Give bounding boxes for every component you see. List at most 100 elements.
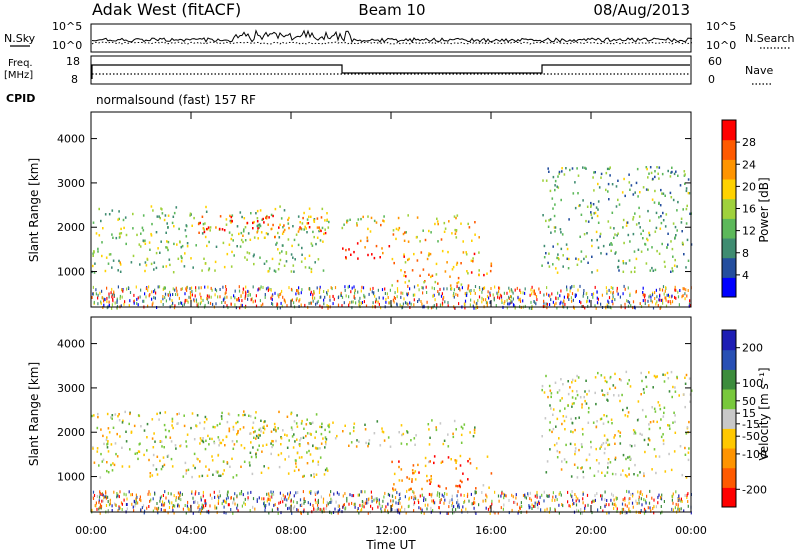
heatmap-cell [628,379,630,382]
heatmap-cell [119,435,121,438]
heatmap-cell [345,256,347,259]
heatmap-cell [586,205,589,208]
heatmap-cell [193,216,195,220]
heatmap-cell [182,475,185,478]
heatmap-cell [180,260,183,263]
heatmap-cell [684,446,686,450]
heatmap-cell [533,504,535,508]
heatmap-cell [111,295,113,299]
heatmap-cell [640,250,643,253]
heatmap-cell [651,496,653,500]
heatmap-cell [440,238,443,241]
heatmap-cell [324,440,327,444]
heatmap-cell [450,287,452,291]
heatmap-cell [257,227,259,230]
heatmap-cell [581,511,583,515]
heatmap-cell [516,286,518,290]
heatmap-cell [310,270,313,274]
heatmap-cell [418,501,420,504]
heatmap-cell [326,212,328,215]
heatmap-cell [278,236,281,239]
heatmap-cell [354,502,356,506]
heatmap-cell [324,219,326,222]
heatmap-cell [397,289,399,293]
heatmap-cell [164,286,166,290]
heatmap-cell [353,502,355,506]
nsky-trace [91,29,693,45]
heatmap-cell [382,251,384,255]
heatmap-cell [108,292,110,296]
heatmap-cell [111,504,113,508]
heatmap-cell [231,214,234,217]
heatmap-cell [619,399,621,403]
heatmap-cell [107,500,109,503]
heatmap-cell [410,487,412,491]
heatmap-cell [578,416,580,419]
heatmap-cell [271,302,273,305]
heatmap-cell [680,217,683,220]
heatmap-cell [642,237,644,240]
heatmap-cell [267,466,270,470]
heatmap-cell [169,263,171,267]
heatmap-cell [346,496,348,500]
heatmap-cell [258,223,261,226]
heatmap-cell [199,302,201,306]
heatmap-cell [395,237,397,241]
heatmap-cell [190,426,192,430]
heatmap-cell [407,258,409,262]
heatmap-cell [303,474,305,478]
heatmap-cell [378,302,380,306]
heatmap-cell [543,499,545,503]
heatmap-cell [344,424,346,427]
heatmap-cell [381,288,384,292]
heatmap-cell [254,416,257,420]
heatmap-cell [322,240,324,243]
heatmap-cell [492,293,494,297]
heatmap-cell [443,221,446,225]
heatmap-cell [133,424,136,428]
power-colorbar-label: Power [dB] [757,177,771,242]
heatmap-cell [141,506,143,510]
heatmap-cell [623,241,625,245]
heatmap-cell [485,499,487,503]
heatmap-cell [684,494,686,497]
heatmap-cell [447,433,449,436]
heatmap-cell [266,214,268,218]
heatmap-cell [632,218,634,221]
heatmap-cell [371,290,373,294]
heatmap-cell [571,378,574,382]
heatmap-cell [401,306,403,310]
heatmap-cell [215,226,217,229]
heatmap-cell [322,437,324,440]
heatmap-cell [207,226,210,229]
heatmap-cell [465,251,467,254]
heatmap-cell [656,166,658,169]
heatmap-cell [519,506,521,510]
heatmap-cell [144,242,147,245]
heatmap-cell [611,211,614,214]
heatmap-cell [360,217,362,221]
heatmap-cell [243,446,246,450]
colorbar-swatch [722,179,736,200]
heatmap-cell [317,490,319,494]
heatmap-cell [199,507,201,511]
heatmap-cell [114,413,117,416]
heatmap-cell [625,457,627,461]
heatmap-cell [255,434,258,438]
heatmap-cell [142,229,145,232]
heatmap-cell [374,497,376,501]
heatmap-cell [326,292,328,296]
heatmap-cell [404,507,406,511]
heatmap-cell [326,467,328,470]
heatmap-cell [471,239,473,242]
heatmap-cell [541,435,543,438]
heatmap-cell [597,371,599,375]
heatmap-cell [430,275,432,279]
heatmap-cell [310,215,312,218]
heatmap-cell [593,212,596,215]
heatmap-cell [592,421,595,424]
heatmap-cell [626,511,628,515]
heatmap-cell [147,304,149,308]
heatmap-cell [119,490,121,494]
heatmap-cell [326,218,328,221]
